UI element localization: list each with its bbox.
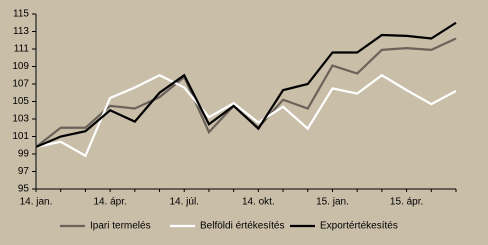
y-tick-label: 107 — [12, 79, 29, 90]
series-line — [35, 37, 457, 148]
y-tick-label: 111 — [14, 44, 30, 55]
y-tick-label: 101 — [12, 131, 29, 142]
y-tick-label: 113 — [13, 26, 29, 37]
y-tick-label: 115 — [13, 9, 29, 20]
x-tick-label: 15. ápr. — [390, 197, 423, 208]
x-tick-label: 15. jan. — [316, 197, 349, 208]
y-tick-label: 99 — [18, 149, 30, 160]
legend-label: Exportértékesítés — [320, 221, 398, 232]
y-tick-label: 105 — [12, 96, 29, 107]
series-line — [35, 73, 457, 158]
y-tick-label: 109 — [12, 61, 29, 72]
y-tick-label: 103 — [12, 114, 29, 125]
series-line — [35, 21, 457, 149]
x-tick-label: 14. jan. — [20, 197, 53, 208]
legend-label: Ipari termelés — [90, 221, 151, 232]
y-tick-label: 95 — [18, 184, 30, 195]
x-tick-label: 14. ápr. — [93, 197, 126, 208]
x-tick-label: 14. okt. — [242, 197, 275, 208]
legend-label: Belföldi értékesítés — [200, 221, 285, 232]
y-tick-label: 97 — [18, 166, 30, 177]
x-tick-label: 14. júl. — [170, 197, 199, 208]
